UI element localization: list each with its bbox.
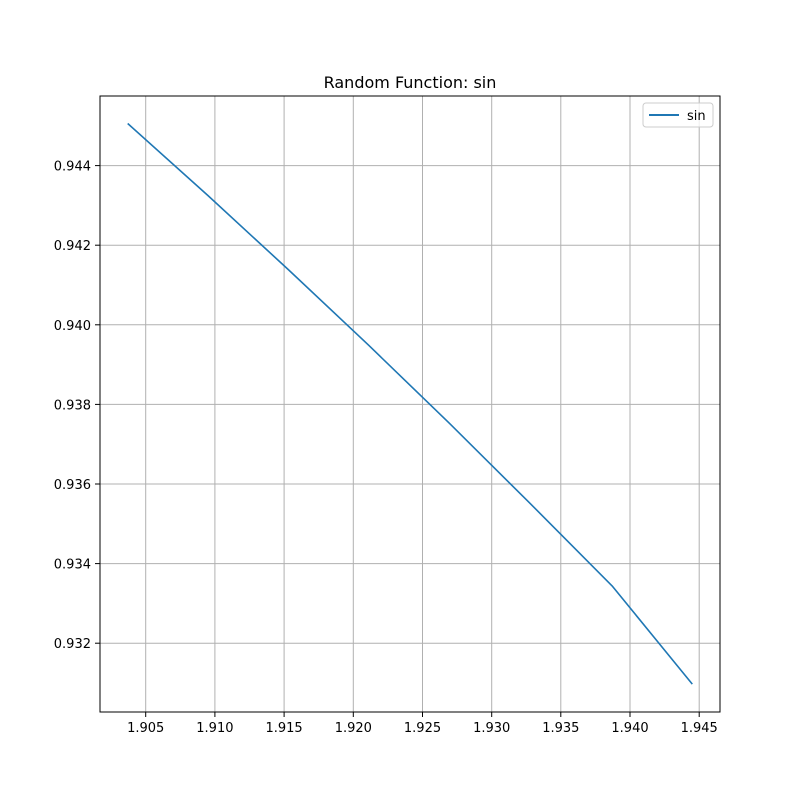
y-tick-label: 0.932 [54,637,91,652]
x-tick-label: 1.935 [542,721,579,736]
y-tick-label: 0.936 [54,478,91,493]
series-layer [127,122,693,685]
x-tick-label: 1.905 [127,721,164,736]
y-tick-label: 0.944 [54,160,91,175]
y-tick-label: 0.938 [54,398,91,413]
grid [100,96,720,712]
x-tick-label: 1.925 [404,721,441,736]
legend-label-sin: sin [687,109,706,124]
x-tick-label: 1.940 [611,721,648,736]
x-tick-label: 1.920 [335,721,372,736]
x-tick-label: 1.930 [473,721,510,736]
y-tick-label: 0.934 [54,558,91,573]
y-tick-label: 0.942 [54,239,91,254]
y-tick-label: 0.940 [54,319,91,334]
x-tick-label: 1.910 [196,721,233,736]
axis-ticks: 1.905 1.910 1.915 1.920 1.925 1.930 1.935 1.940… [54,160,718,736]
series-line-sin [127,122,693,685]
axes-frame [99,95,721,713]
x-tick-label: 1.915 [265,721,302,736]
x-tick-label: 1.945 [681,721,718,736]
chart-title: Random Function: sin [324,73,497,92]
legend: sin [642,102,714,128]
